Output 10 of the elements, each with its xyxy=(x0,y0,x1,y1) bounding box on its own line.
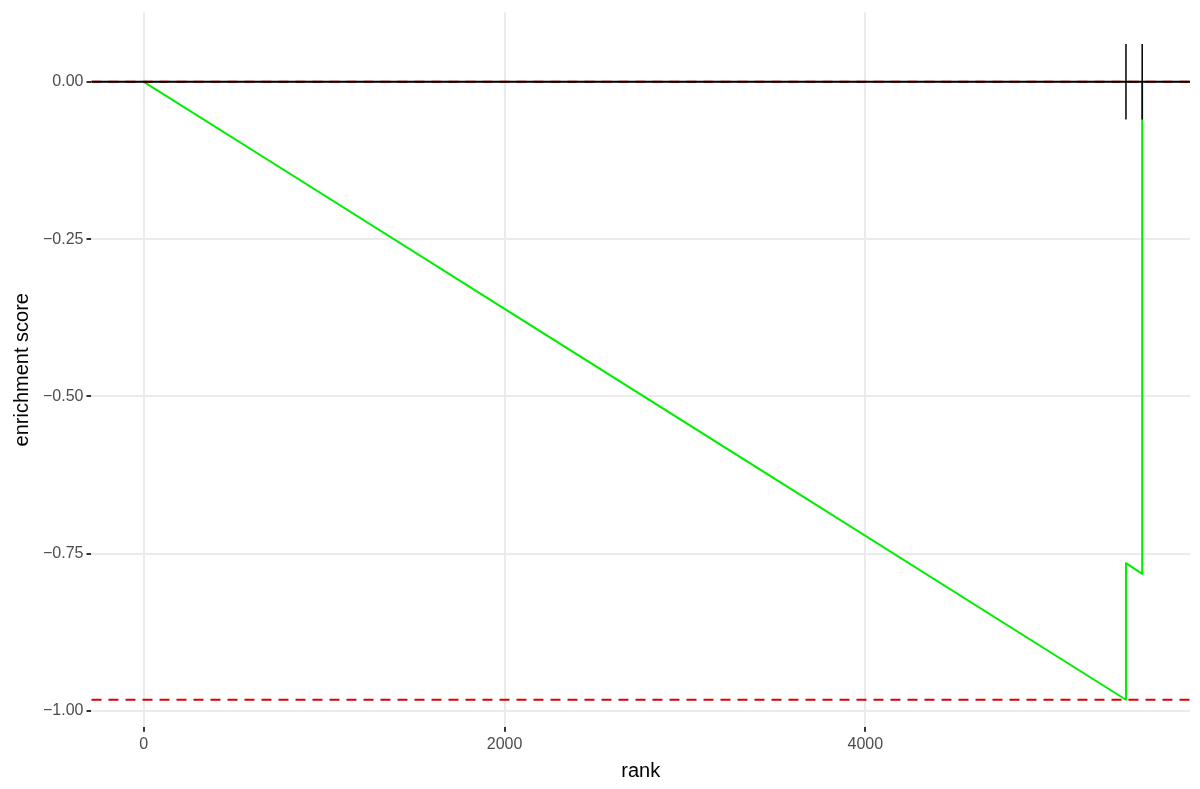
y-tick-label: −1.00 xyxy=(43,701,84,719)
x-tick-label: 0 xyxy=(139,734,149,752)
y-tick-label: −0.50 xyxy=(43,386,84,404)
y-tick-label: 0.00 xyxy=(52,72,84,90)
y-tick-label: −0.75 xyxy=(43,544,84,562)
y-axis-title: enrichment score xyxy=(9,293,32,447)
x-tick-label: 2000 xyxy=(486,734,523,752)
x-tick-label: 4000 xyxy=(847,734,884,752)
y-tick-label: −0.25 xyxy=(43,229,84,247)
x-axis-title: rank xyxy=(621,758,662,781)
